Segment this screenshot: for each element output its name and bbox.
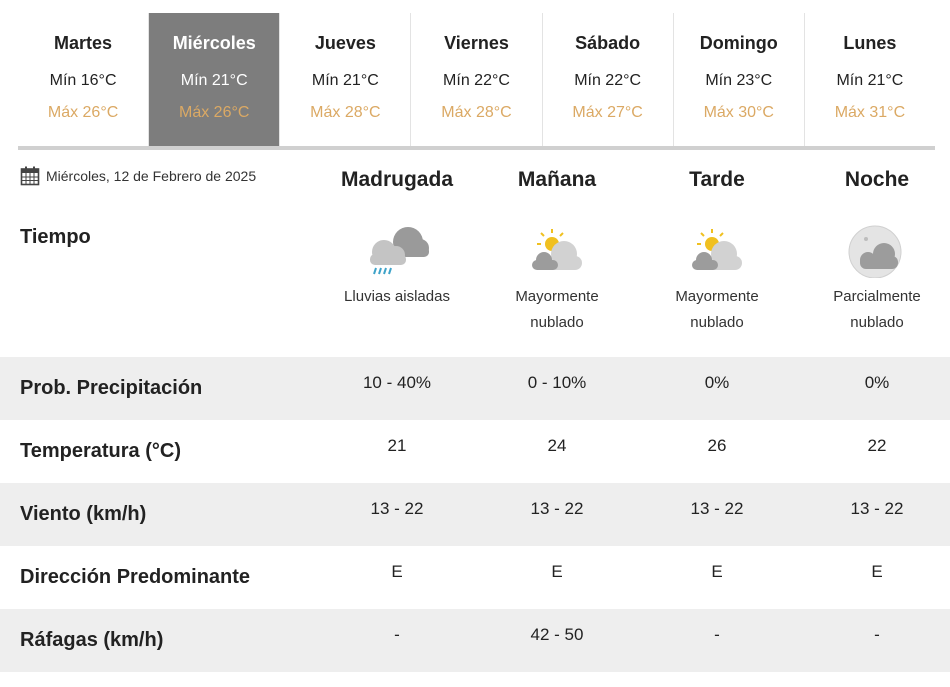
cell-value: 13 - 22 [690,499,744,518]
max-temp: Máx 28°C [441,104,512,121]
tab-day[interactable]: Martes Mín 16°C Máx 26°C [18,13,150,146]
day-name: Sábado [575,33,641,53]
min-temp: Mín 23°C [705,72,773,89]
sun-behind-cloud-icon [692,229,742,270]
row-label: Prob. Precipitación [20,377,203,399]
min-temp: Mín 21°C [311,72,379,89]
weather-cell: Lluvias aisladas [317,222,477,310]
cell-value: - [874,625,880,644]
row-label: Ráfagas (km/h) [20,629,164,651]
cell-value: 24 [547,436,567,455]
cell-value: 13 - 22 [370,499,424,518]
max-temp: Máx 28°C [310,104,381,121]
day-name: Domingo [699,33,778,53]
min-temp: Mín 21°C [836,72,904,89]
max-temp: Máx 31°C [834,104,906,121]
weather-cell: Mayormente nublado [637,222,797,336]
day-tabs: Martes Mín 16°C Máx 26°C Miércoles Mín 21°C… [18,13,935,150]
min-temp: Mín 16°C [49,72,117,89]
cell-value: E [711,562,723,581]
cell-value: 13 - 22 [850,499,904,518]
cell-value: 0% [704,373,730,392]
period-header: Madrugada [340,168,453,191]
row-viento: Viento (km/h) 13 - 22 13 - 22 13 - 22 13 - 2… [0,483,950,546]
cell-value: 10 - 40% [362,373,432,392]
tab-day-active[interactable]: Miércoles Mín 21°C Máx 26°C [149,13,281,146]
cell-value: - [394,625,400,644]
max-temp: Máx 27°C [572,104,643,121]
period-header: Noche [844,168,910,191]
cell-value: 22 [867,436,887,455]
cell-value: 21 [387,436,407,455]
min-temp: Mín 22°C [574,72,642,89]
period-header: Mañana [517,168,597,191]
day-name: Lunes [843,33,897,53]
min-temp: Mín 22°C [443,72,510,89]
period-header: Tarde [689,168,745,191]
moon-cloud-icon [848,225,902,278]
date-text: Miércoles, 12 de Febrero de 2025 [46,168,257,184]
tab-day[interactable]: Sábado Mín 22°C Máx 27°C [543,13,674,146]
min-temp: Mín 21°C [180,72,248,89]
day-name: Miércoles [172,33,256,53]
sun-behind-cloud-icon [532,229,582,270]
cell-value: 0 - 10% [527,373,587,392]
tab-day[interactable]: Jueves Mín 21°C Máx 28°C [280,13,412,146]
cell-value: - [714,625,720,644]
tab-day[interactable]: Viernes Mín 22°C Máx 28°C [411,13,543,146]
row-direccion: Dirección Predominante E E E E [0,546,950,609]
row-precipitacion: Prob. Precipitación 10 - 40% 0 - 10% 0% 0% [0,357,950,420]
row-label: Viento (km/h) [20,503,147,525]
weather-description: Mayormente nublado [675,288,759,331]
cell-value: E [871,562,883,581]
selected-date: Miércoles, 12 de Febrero de 2025 [20,166,256,186]
cell-value: E [391,562,403,581]
rain-cloud-icon [370,227,429,275]
day-name: Jueves [314,33,376,53]
weather-description: Mayormente nublado [515,288,599,331]
day-name: Martes [54,33,113,53]
tab-day[interactable]: Lunes Mín 21°C Máx 31°C [805,13,935,146]
cell-value: 0% [864,373,890,392]
row-rafagas: Ráfagas (km/h) - 42 - 50 - - [0,609,950,672]
max-temp: Máx 26°C [47,104,119,121]
weather-cell: Parcialmente nublado [797,222,950,336]
tiempo-label: Tiempo [20,226,91,248]
cell-value: 26 [707,436,727,455]
max-temp: Máx 26°C [179,104,250,121]
row-temperatura: Temperatura (°C) 21 24 26 22 [0,420,950,483]
cell-value: E [551,562,563,581]
weather-description: Lluvias aisladas [344,288,450,305]
weather-description: Parcialmente nublado [833,288,921,331]
max-temp: Máx 30°C [703,104,774,121]
cell-value: 42 - 50 [530,625,584,644]
cell-value: 13 - 22 [530,499,584,518]
row-label: Dirección Predominante [20,566,251,588]
weather-cell: Mayormente nublado [477,222,637,336]
tab-day[interactable]: Domingo Mín 23°C Máx 30°C [674,13,805,146]
day-name: Viernes [444,33,509,53]
row-label: Temperatura (°C) [20,440,181,462]
calendar-icon [20,166,40,186]
